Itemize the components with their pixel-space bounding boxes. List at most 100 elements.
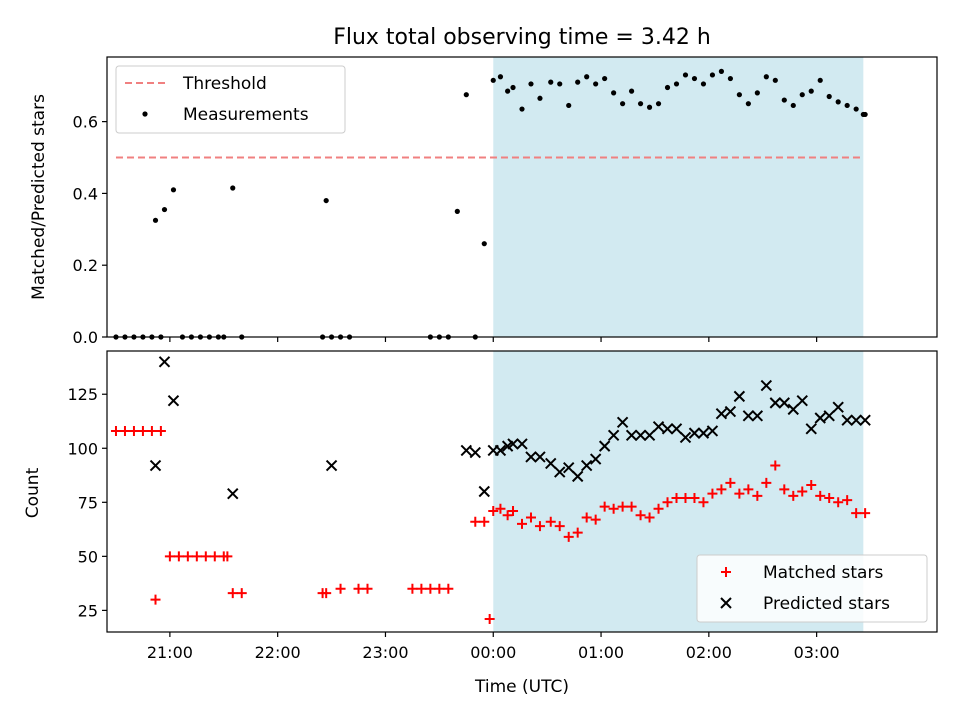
predicted-stars-point [652,420,665,433]
matched-stars-point [470,516,481,527]
predicted-stars-point [697,427,710,439]
matched-stars-point [779,484,790,495]
measurement-point [481,241,487,247]
predicted-stars-point [545,457,557,470]
predicted-stars-point [751,410,764,422]
matched-stars-point [680,492,691,503]
matched-stars-point [137,425,148,436]
measurement-point [566,102,572,109]
measurement-point [682,72,689,78]
matched-stars-point [689,492,700,503]
measurement-point [664,84,671,91]
measurement-point [152,217,159,223]
measurement-point [808,88,814,94]
legend-matched-label: Matched stars [763,563,883,583]
matched-stars-point [200,551,211,562]
measurement-point [230,185,236,191]
matched-stars-point [443,583,454,594]
predicted-stars-point [607,429,620,442]
matched-stars-point [770,460,781,471]
measurement-point [557,81,563,87]
matched-stars-point [425,583,436,594]
bottom-panel-marks [110,356,871,625]
measurement-point [575,79,581,85]
predicted-stars-point [850,414,862,426]
matched-stars-point [416,583,427,594]
measurement-point [584,74,590,80]
predicted-stars-point [563,462,575,474]
measurement-point [790,102,796,109]
matched-stars-point [155,425,166,436]
predicted-stars-point [823,410,835,422]
measurement-point [763,74,769,80]
matched-stars-point [752,490,763,501]
matched-stars-point [563,531,574,542]
predicted-stars-point [478,485,490,498]
predicted-stars-point [525,451,537,463]
measurement-point [781,97,787,103]
matched-stars-point [119,425,130,436]
measurement-point [519,106,525,112]
plot-frame [106,56,938,338]
predicted-stars-point [571,470,584,483]
matched-stars-point [725,477,736,488]
predicted-stars-point [554,466,566,478]
predicted-stars-point [625,429,638,442]
top-panel: 0.0 0.2 0.4 0.6 Matched/Predicted stars Thr… [29,56,938,347]
measurement-point [537,95,543,101]
top-legend: Threshold Measurements [115,65,346,134]
matched-stars-point [517,518,527,529]
matched-stars-point [554,521,565,532]
predicted-stars-point [769,397,782,409]
measurement-point [799,92,805,98]
x-tick-label: 02:00 [686,643,732,662]
matched-stars-point [707,488,718,499]
legend-measurements-swatch [142,111,148,117]
matched-stars-point [479,516,490,527]
measurement-point [673,81,680,87]
legend-box [115,65,346,134]
predicted-stars-point [679,431,692,444]
legend-predicted-swatch [720,597,732,609]
x-tick-label: 03:00 [794,643,840,662]
matched-stars-point [851,508,862,519]
measurement-point [772,77,778,83]
measurement-point [637,101,644,107]
matched-stars-point [407,583,418,594]
observing-span-shade [493,57,864,337]
matched-stars-point [761,477,772,488]
matched-stars-point [146,425,157,436]
y-tick-label: 0.0 [73,328,98,347]
matched-stars-point [484,614,495,625]
legend-measurements-label: Measurements [183,105,309,125]
y-tick-label: 0.6 [73,113,98,132]
matched-stars-point [534,521,545,532]
predicted-stars-point [661,423,674,435]
predicted-stars-point [227,487,239,500]
matched-stars-point [502,510,513,521]
matched-stars-point [842,495,853,506]
top-y-axis-label: Matched/Predicted stars [29,94,49,300]
matched-stars-point [362,583,373,594]
matched-stars-point [335,583,346,594]
predicted-stars-point [580,459,593,472]
bottom-panel: 25 50 75 100 125 21:00 22:00 23:00 00:00 01:00 02:… [23,350,938,697]
matched-stars-point [662,497,673,508]
matched-stars-point [608,503,619,514]
matched-stars-point [434,583,445,594]
predicted-stars-point [715,407,728,420]
predicted-stars-point [516,438,528,450]
matched-stars-point [824,492,835,503]
bottom-panel-axes: 25 50 75 100 125 21:00 22:00 23:00 00:00 01:00 02:… [67,350,938,662]
matched-stars-point [525,512,536,523]
measurement-point [727,75,733,82]
matched-stars-point [222,551,233,562]
measurement-point [745,101,751,107]
predicted-stars-point [460,444,473,457]
measurement-point [593,81,599,87]
measurement-point [860,111,866,118]
measurement-point [497,74,504,80]
x-tick-label: 00:00 [470,643,516,662]
predicted-stars-point [616,416,629,429]
